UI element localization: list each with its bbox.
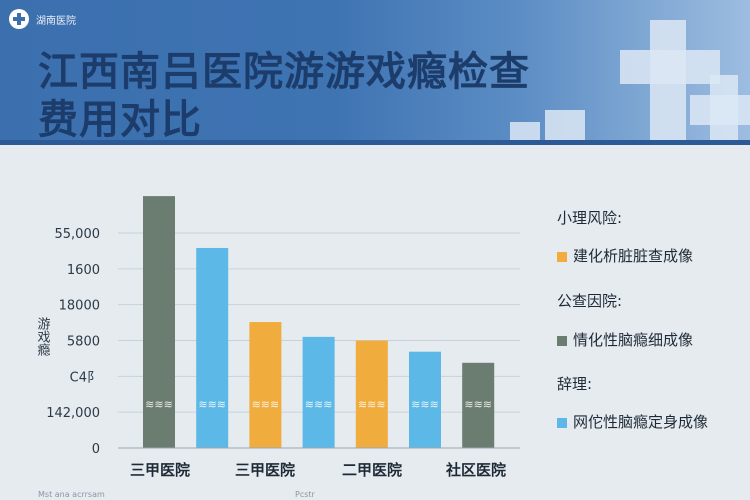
bar — [143, 196, 175, 448]
bar — [409, 351, 441, 448]
x-tick-label: 三甲医院 — [235, 461, 295, 479]
y-tick-label: 0 — [92, 442, 100, 457]
y-tick-label: 55,000 — [55, 227, 101, 242]
page-title: 江西南吕医院游游戏瘾检查 费用对比 — [38, 48, 598, 144]
cross-decoration — [545, 110, 585, 145]
y-tick-label: 1600 — [67, 263, 100, 278]
cross-decoration — [710, 75, 738, 145]
y-tick-label: C4阝 — [70, 370, 100, 385]
legend-swatch — [557, 335, 567, 346]
bar-data-label: ≋≋≋ — [252, 398, 280, 411]
hospital-cross-icon — [9, 9, 29, 29]
x-tick-label: 三甲医院 — [130, 461, 190, 479]
legend-label: 建化析脏脏查成像 — [573, 247, 694, 265]
legend-item: 网佗性脑瘾定身成像 — [557, 411, 708, 432]
bar-data-label: ≋≋≋ — [145, 398, 173, 411]
legend-heading: 小理风险: — [557, 209, 623, 227]
legend-heading: 公查因院: — [557, 292, 623, 310]
bar — [196, 247, 229, 448]
header-banner: 湖南医院 江西南吕医院游游戏瘾检查 费用对比 — [0, 0, 750, 145]
title-line-2: 费用对比 — [38, 97, 202, 143]
legend-heading: 辞理: — [557, 375, 593, 393]
footer-note: Pcstr — [295, 490, 315, 499]
cross-decoration — [620, 50, 720, 84]
y-tick-label: 142,000 — [46, 406, 100, 421]
header-divider — [0, 140, 750, 145]
bar — [355, 340, 388, 448]
bar-data-label: ≋≋≋ — [305, 398, 333, 411]
bar-data-label: ≋≋≋ — [358, 398, 386, 411]
y-axis-label: 游戏瘾 — [35, 317, 51, 356]
legend-swatch — [557, 251, 567, 262]
footer-note: Mst ana acrrsam — [38, 490, 105, 499]
legend-label: 网佗性脑瘾定身成像 — [573, 413, 709, 431]
legend-label: 情化性脑瘾细成像 — [573, 331, 694, 349]
x-tick-label: 二甲医院 — [342, 461, 402, 479]
y-tick-label: 18000 — [59, 299, 100, 314]
bar — [249, 322, 282, 448]
bar — [462, 362, 495, 448]
y-tick-label: 5800 — [67, 335, 100, 350]
bar-data-label: ≋≋≋ — [411, 398, 439, 411]
cross-decoration — [510, 122, 540, 145]
chart-area: 0 142,000 C4阝 5800 18000 1600 55,000 游戏瘾 ≋≋≋ ≋≋≋ ≋… — [0, 145, 750, 500]
x-tick-label: 社区医院 — [445, 461, 506, 479]
bar-chart: 0 142,000 C4阝 5800 18000 1600 55,000 游戏瘾 ≋≋≋ ≋≋≋ ≋… — [35, 196, 520, 479]
logo-text: 湖南医院 — [36, 16, 76, 27]
legend-item: 建化析脏脏查成像 — [557, 245, 693, 266]
bar-data-label: ≋≋≋ — [464, 398, 492, 411]
title-line-1: 江西南吕医院游游戏瘾检查 — [38, 49, 530, 95]
bar — [302, 336, 335, 448]
legend-swatch — [557, 417, 567, 428]
legend-item: 情化性脑瘾细成像 — [557, 329, 693, 350]
bar-data-label: ≋≋≋ — [198, 398, 226, 411]
